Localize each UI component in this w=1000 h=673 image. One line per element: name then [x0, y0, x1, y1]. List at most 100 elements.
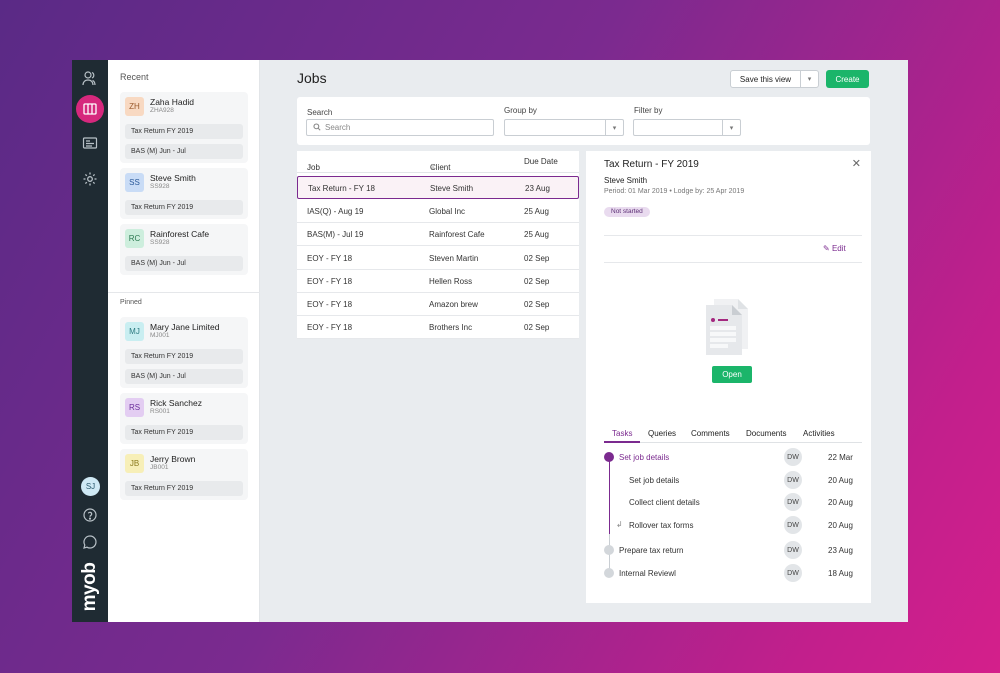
client-panel: Recent ZH Zaha Hadid ZHA928 Tax Return FY… [108, 60, 260, 622]
card-icon[interactable] [72, 129, 108, 157]
table-header: Job ⇕ Client ⇕ Due Date [297, 151, 579, 173]
task-item[interactable]: Prepare tax return DW 23 Aug [604, 540, 862, 560]
section-divider [108, 292, 260, 293]
job-tag[interactable]: Tax Return FY 2019 [125, 349, 243, 364]
task-item[interactable]: ↲ Rollover tax forms DW 20 Aug [604, 515, 862, 535]
edit-label: Edit [831, 244, 846, 253]
avatar: DW [784, 564, 802, 582]
task-item[interactable]: Set job details DW 22 Mar [604, 447, 862, 467]
tab-comments[interactable]: Comments [691, 429, 730, 438]
cell-job: Tax Return - FY 18 [308, 184, 375, 193]
tab-queries[interactable]: Queries [648, 429, 677, 438]
cell-due: 02 Sep [524, 323, 550, 332]
table-row[interactable]: IAS(Q) - Aug 19 Global Inc 25 Aug [297, 200, 579, 223]
client-avatar: ZH [125, 97, 144, 116]
job-tag[interactable]: BAS (M) Jun - Jul [125, 256, 243, 271]
active-tab-indicator [604, 441, 640, 443]
task-name: Set job details [629, 476, 680, 485]
job-tag[interactable]: BAS (M) Jun - Jul [125, 144, 243, 159]
table-row[interactable]: EOY - FY 18 Brothers Inc 02 Sep [297, 316, 579, 339]
tab-tasks[interactable]: Tasks [612, 429, 633, 438]
client-card[interactable]: SS Steve Smith SS928 Tax Return FY 2019 [120, 168, 248, 219]
table-row[interactable]: BAS(M) - Jul 19 Rainforest Cafe 25 Aug [297, 223, 579, 246]
search-input[interactable]: Search [306, 119, 494, 136]
timeline-progress [609, 456, 610, 534]
status-badge: Not started [604, 207, 650, 217]
group-by-select[interactable]: ▾ [504, 119, 624, 136]
chat-icon[interactable] [72, 528, 108, 556]
sort-icon: ⇕ [307, 164, 313, 171]
client-code: MJ001 [150, 332, 170, 339]
client-card[interactable]: RS Rick Sanchez RS001 Tax Return FY 2019 [120, 393, 248, 444]
chevron-down-icon: ▾ [605, 120, 623, 135]
people-icon[interactable] [72, 64, 108, 92]
table-row[interactable]: EOY - FY 18 Steven Martin 02 Sep [297, 247, 579, 270]
cell-due: 02 Sep [524, 277, 550, 286]
client-name: Rick Sanchez [150, 398, 202, 408]
cell-due: 23 Aug [525, 184, 550, 193]
client-card[interactable]: MJ Mary Jane Limited MJ001 Tax Return FY … [120, 317, 248, 388]
job-tag[interactable]: Tax Return FY 2019 [125, 200, 243, 215]
myob-logo: myob [79, 562, 100, 612]
client-card[interactable]: ZH Zaha Hadid ZHA928 Tax Return FY 2019 B… [120, 92, 248, 163]
client-code: ZHA928 [150, 107, 174, 114]
cell-job: BAS(M) - Jul 19 [307, 230, 364, 239]
user-avatar[interactable]: SJ [81, 477, 100, 496]
open-button[interactable]: Open [712, 366, 752, 383]
edit-button[interactable]: ✎ Edit [823, 244, 846, 253]
cell-client: Hellen Ross [429, 277, 473, 286]
table-row[interactable]: Tax Return - FY 18 Steve Smith 23 Aug [297, 176, 579, 199]
client-card[interactable]: RC Rainforest Cafe SS928 BAS (M) Jun - Ju… [120, 224, 248, 275]
chevron-down-icon: ▾ [722, 120, 740, 135]
task-date: 20 Aug [828, 521, 853, 530]
divider [604, 235, 862, 236]
cell-client: Global Inc [429, 207, 466, 216]
col-job-label: Job [307, 163, 320, 172]
task-date: 18 Aug [828, 569, 853, 578]
task-name: Internal Reviewl [619, 569, 676, 578]
task-item[interactable]: Set job details DW 20 Aug [604, 470, 862, 490]
document-illustration-icon [704, 293, 752, 357]
recent-label: Recent [120, 72, 149, 82]
table-row[interactable]: EOY - FY 18 Hellen Ross 02 Sep [297, 270, 579, 293]
cell-client: Steven Martin [429, 254, 479, 263]
create-button[interactable]: Create [826, 70, 869, 88]
cell-job: EOY - FY 18 [307, 323, 353, 332]
save-view-label: Save this view [739, 74, 792, 84]
job-tag[interactable]: Tax Return FY 2019 [125, 481, 243, 496]
help-icon[interactable] [72, 501, 108, 529]
task-name: Rollover tax forms [629, 521, 694, 530]
filter-by-select[interactable]: ▾ [633, 119, 741, 136]
task-name: Collect client details [629, 498, 700, 507]
client-avatar: JB [125, 454, 144, 473]
cell-job: IAS(Q) - Aug 19 [307, 207, 364, 216]
task-dot [604, 545, 614, 555]
chevron-down-icon[interactable]: ▾ [800, 71, 818, 87]
sort-icon: ⇕ [430, 164, 436, 171]
cell-job: EOY - FY 18 [307, 300, 353, 309]
table-row[interactable]: EOY - FY 18 Amazon brew 02 Sep [297, 293, 579, 316]
detail-title: Tax Return - FY 2019 [604, 159, 699, 170]
job-tag[interactable]: Tax Return FY 2019 [125, 124, 243, 139]
task-date: 20 Aug [828, 498, 853, 507]
task-item[interactable]: Collect client details DW 20 Aug [604, 492, 862, 512]
pinned-label: Pinned [120, 299, 142, 306]
avatar: DW [784, 471, 802, 489]
save-view-button[interactable]: Save this view ▾ [730, 70, 819, 88]
client-avatar: MJ [125, 322, 144, 341]
close-icon[interactable]: ✕ [851, 158, 861, 170]
gear-icon[interactable] [72, 165, 108, 193]
tab-documents[interactable]: Documents [746, 429, 787, 438]
jobs-icon[interactable] [76, 95, 104, 123]
client-name: Zaha Hadid [150, 97, 194, 107]
col-due[interactable]: Due Date [524, 157, 558, 166]
task-dot [604, 568, 614, 578]
client-card[interactable]: JB Jerry Brown JB001 Tax Return FY 2019 [120, 449, 248, 500]
client-name: Jerry Brown [150, 454, 196, 464]
search-icon [313, 122, 321, 133]
cell-job: EOY - FY 18 [307, 254, 353, 263]
tab-activities[interactable]: Activities [803, 429, 835, 438]
job-tag[interactable]: BAS (M) Jun - Jul [125, 369, 243, 384]
task-item[interactable]: Internal Reviewl DW 18 Aug [604, 563, 862, 583]
job-tag[interactable]: Tax Return FY 2019 [125, 425, 243, 440]
